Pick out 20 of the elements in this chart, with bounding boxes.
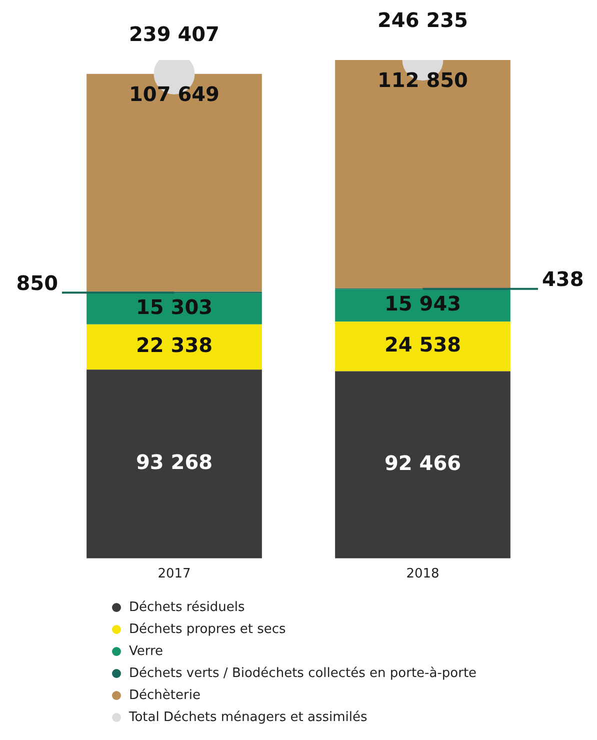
x-tick-label: 2017 bbox=[158, 566, 191, 582]
legend-label: Total Déchets ménagers et assimilés bbox=[129, 710, 368, 724]
x-tick-label: 2018 bbox=[406, 566, 440, 582]
data-label: 93 268 bbox=[136, 450, 213, 474]
legend-label: Déchèterie bbox=[129, 688, 200, 702]
data-label: 22 338 bbox=[136, 333, 213, 358]
legend-label: Déchets résiduels bbox=[129, 600, 245, 614]
legend-label: Verre bbox=[129, 644, 164, 658]
legend-label: Déchets verts / Biodéchets collectés en porte-à-porte bbox=[129, 666, 477, 680]
data-label: 15 943 bbox=[384, 292, 462, 316]
data-label: 107 649 bbox=[129, 82, 220, 106]
data-label: 112 850 bbox=[378, 68, 468, 92]
data-label: 438 bbox=[542, 267, 584, 292]
data-label: 239 407 bbox=[129, 22, 220, 46]
data-label: 850 bbox=[16, 270, 58, 295]
data-label: 24 538 bbox=[384, 332, 462, 357]
data-label: 92 466 bbox=[384, 451, 462, 476]
data-label: 15 303 bbox=[136, 295, 213, 320]
legend-label: Déchets propres et secs bbox=[129, 622, 286, 636]
data-label: 246 235 bbox=[378, 8, 468, 32]
